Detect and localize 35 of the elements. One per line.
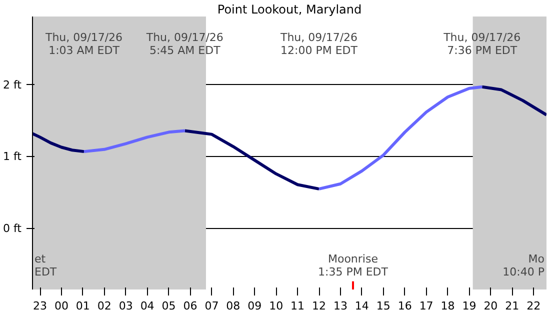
x-tick-label: 04 [140,300,154,312]
y-tick-label: 0 ft [3,222,22,235]
x-tick-label: 08 [226,300,240,312]
x-tick-label: 22 [526,300,541,312]
x-tick-label: 23 [33,300,48,312]
chart-title: Point Lookout, Maryland [217,2,362,16]
x-tick-label: 01 [76,300,90,312]
y-tick-label: 1 ft [3,150,22,164]
x-tick-label: 10 [269,300,284,312]
x-tick-label: 11 [290,300,305,312]
x-tick-label: 16 [398,300,412,312]
x-tick-label: 03 [118,300,133,312]
annotation: et EDT [34,252,57,279]
x-tick-label: 21 [505,300,520,312]
x-tick-label: 15 [376,300,390,312]
ref-line-label: Moonrise 1:35 PM EDT [318,252,388,279]
x-tick-label: 06 [183,300,198,312]
x-tick-label: 07 [204,300,219,312]
x-tick-label: 18 [440,300,455,312]
annotation: Thu, 09/17/26 1:03 AM EDT [44,30,123,57]
x-tick-label: 13 [333,300,348,312]
x-tick-label: 17 [419,300,434,312]
annotation: Mo 10:40 P [502,252,545,279]
x-tick-label: 02 [97,300,112,312]
x-tick-label: 05 [162,300,176,312]
annotation: Thu, 09/17/26 12:00 PM EDT [279,30,358,57]
x-tick-label: 20 [484,300,498,312]
annotation: Thu, 09/17/26 7:36 PM EDT [442,30,521,57]
x-tick-label: 00 [54,300,68,312]
annotation: Thu, 09/17/26 5:45 AM EDT [145,30,224,57]
x-tick-label: 19 [462,300,476,312]
x-tick-label: 12 [312,300,326,312]
y-tick-label: 2 ft [3,78,22,92]
x-tick-label: 14 [354,300,369,312]
x-tick-label: 09 [248,300,262,312]
